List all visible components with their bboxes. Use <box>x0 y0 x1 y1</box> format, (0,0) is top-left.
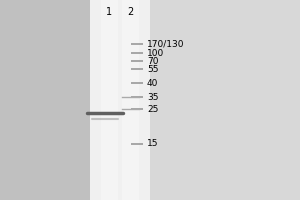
Text: 170/130: 170/130 <box>147 40 184 48</box>
Text: 55: 55 <box>147 64 158 73</box>
Text: 100: 100 <box>147 48 164 58</box>
Text: 25: 25 <box>147 105 158 114</box>
Text: 1: 1 <box>106 7 112 17</box>
Bar <box>122 0 139 200</box>
Bar <box>0 0 90 200</box>
Text: 70: 70 <box>147 56 158 66</box>
Bar <box>90 0 150 200</box>
Text: 2: 2 <box>128 7 134 17</box>
Text: 40: 40 <box>147 78 158 88</box>
Text: 35: 35 <box>147 92 158 102</box>
Text: 15: 15 <box>147 140 158 148</box>
Bar <box>101 0 118 200</box>
